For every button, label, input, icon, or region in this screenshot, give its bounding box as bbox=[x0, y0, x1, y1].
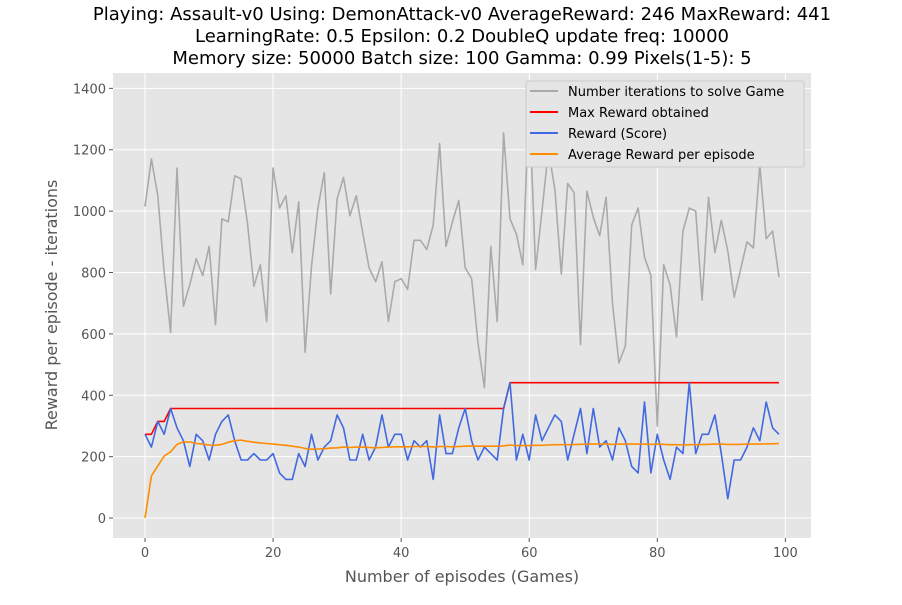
y-tick-label: 200 bbox=[81, 451, 106, 466]
title-line-1: Playing: Assault-v0 Using: DemonAttack-v… bbox=[93, 4, 831, 25]
legend-items: Number iterations to solve Game Max Rewar… bbox=[530, 85, 784, 163]
legend-box bbox=[525, 80, 805, 168]
y-tick-label: 1000 bbox=[73, 205, 106, 220]
y-tick-label: 400 bbox=[81, 389, 106, 404]
y-tick-labels: 0 200 400 600 800 1000 1200 1400 bbox=[73, 82, 113, 527]
y-tick-label: 1200 bbox=[73, 144, 106, 159]
y-tick-label: 0 bbox=[98, 512, 106, 527]
grid bbox=[113, 73, 811, 538]
x-tick-label: 20 bbox=[265, 546, 282, 561]
y-tick-label: 800 bbox=[81, 267, 106, 282]
title-line-3: Memory size: 50000 Batch size: 100 Gamma… bbox=[172, 48, 751, 69]
legend: Number iterations to solve Game Max Rewar… bbox=[525, 80, 805, 168]
x-tick-label: 100 bbox=[773, 546, 798, 561]
x-axis-label: Number of episodes (Games) bbox=[345, 567, 579, 586]
x-tick-label: 0 bbox=[141, 546, 149, 561]
legend-entry: Number iterations to solve Game bbox=[530, 85, 784, 100]
legend-entry: Average Reward per episode bbox=[530, 148, 755, 163]
legend-label: Reward (Score) bbox=[568, 127, 667, 142]
y-axis-label: Reward per episode - iterations bbox=[42, 180, 61, 431]
y-tick-label: 600 bbox=[81, 328, 106, 343]
title-line-2: LearningRate: 0.5 Epsilon: 0.2 DoubleQ u… bbox=[195, 26, 729, 47]
series-line-2 bbox=[145, 381, 779, 436]
x-tick-labels: 0 20 40 60 80 100 bbox=[141, 538, 798, 561]
legend-entry: Reward (Score) bbox=[530, 127, 667, 142]
x-tick-label: 80 bbox=[649, 546, 666, 561]
chart-title: Playing: Assault-v0 Using: DemonAttack-v… bbox=[93, 4, 831, 69]
legend-entry: Max Reward obtained bbox=[530, 106, 709, 121]
series-lines bbox=[144, 96, 780, 519]
legend-label: Max Reward obtained bbox=[568, 106, 709, 121]
series-line-1 bbox=[144, 96, 780, 427]
y-tick-label: 1400 bbox=[73, 82, 106, 97]
legend-label: Number iterations to solve Game bbox=[568, 85, 784, 100]
legend-label: Average Reward per episode bbox=[568, 148, 755, 163]
x-tick-label: 40 bbox=[393, 546, 410, 561]
x-tick-label: 60 bbox=[521, 546, 538, 561]
series-line-3 bbox=[144, 381, 780, 500]
series-line-4 bbox=[144, 439, 780, 519]
